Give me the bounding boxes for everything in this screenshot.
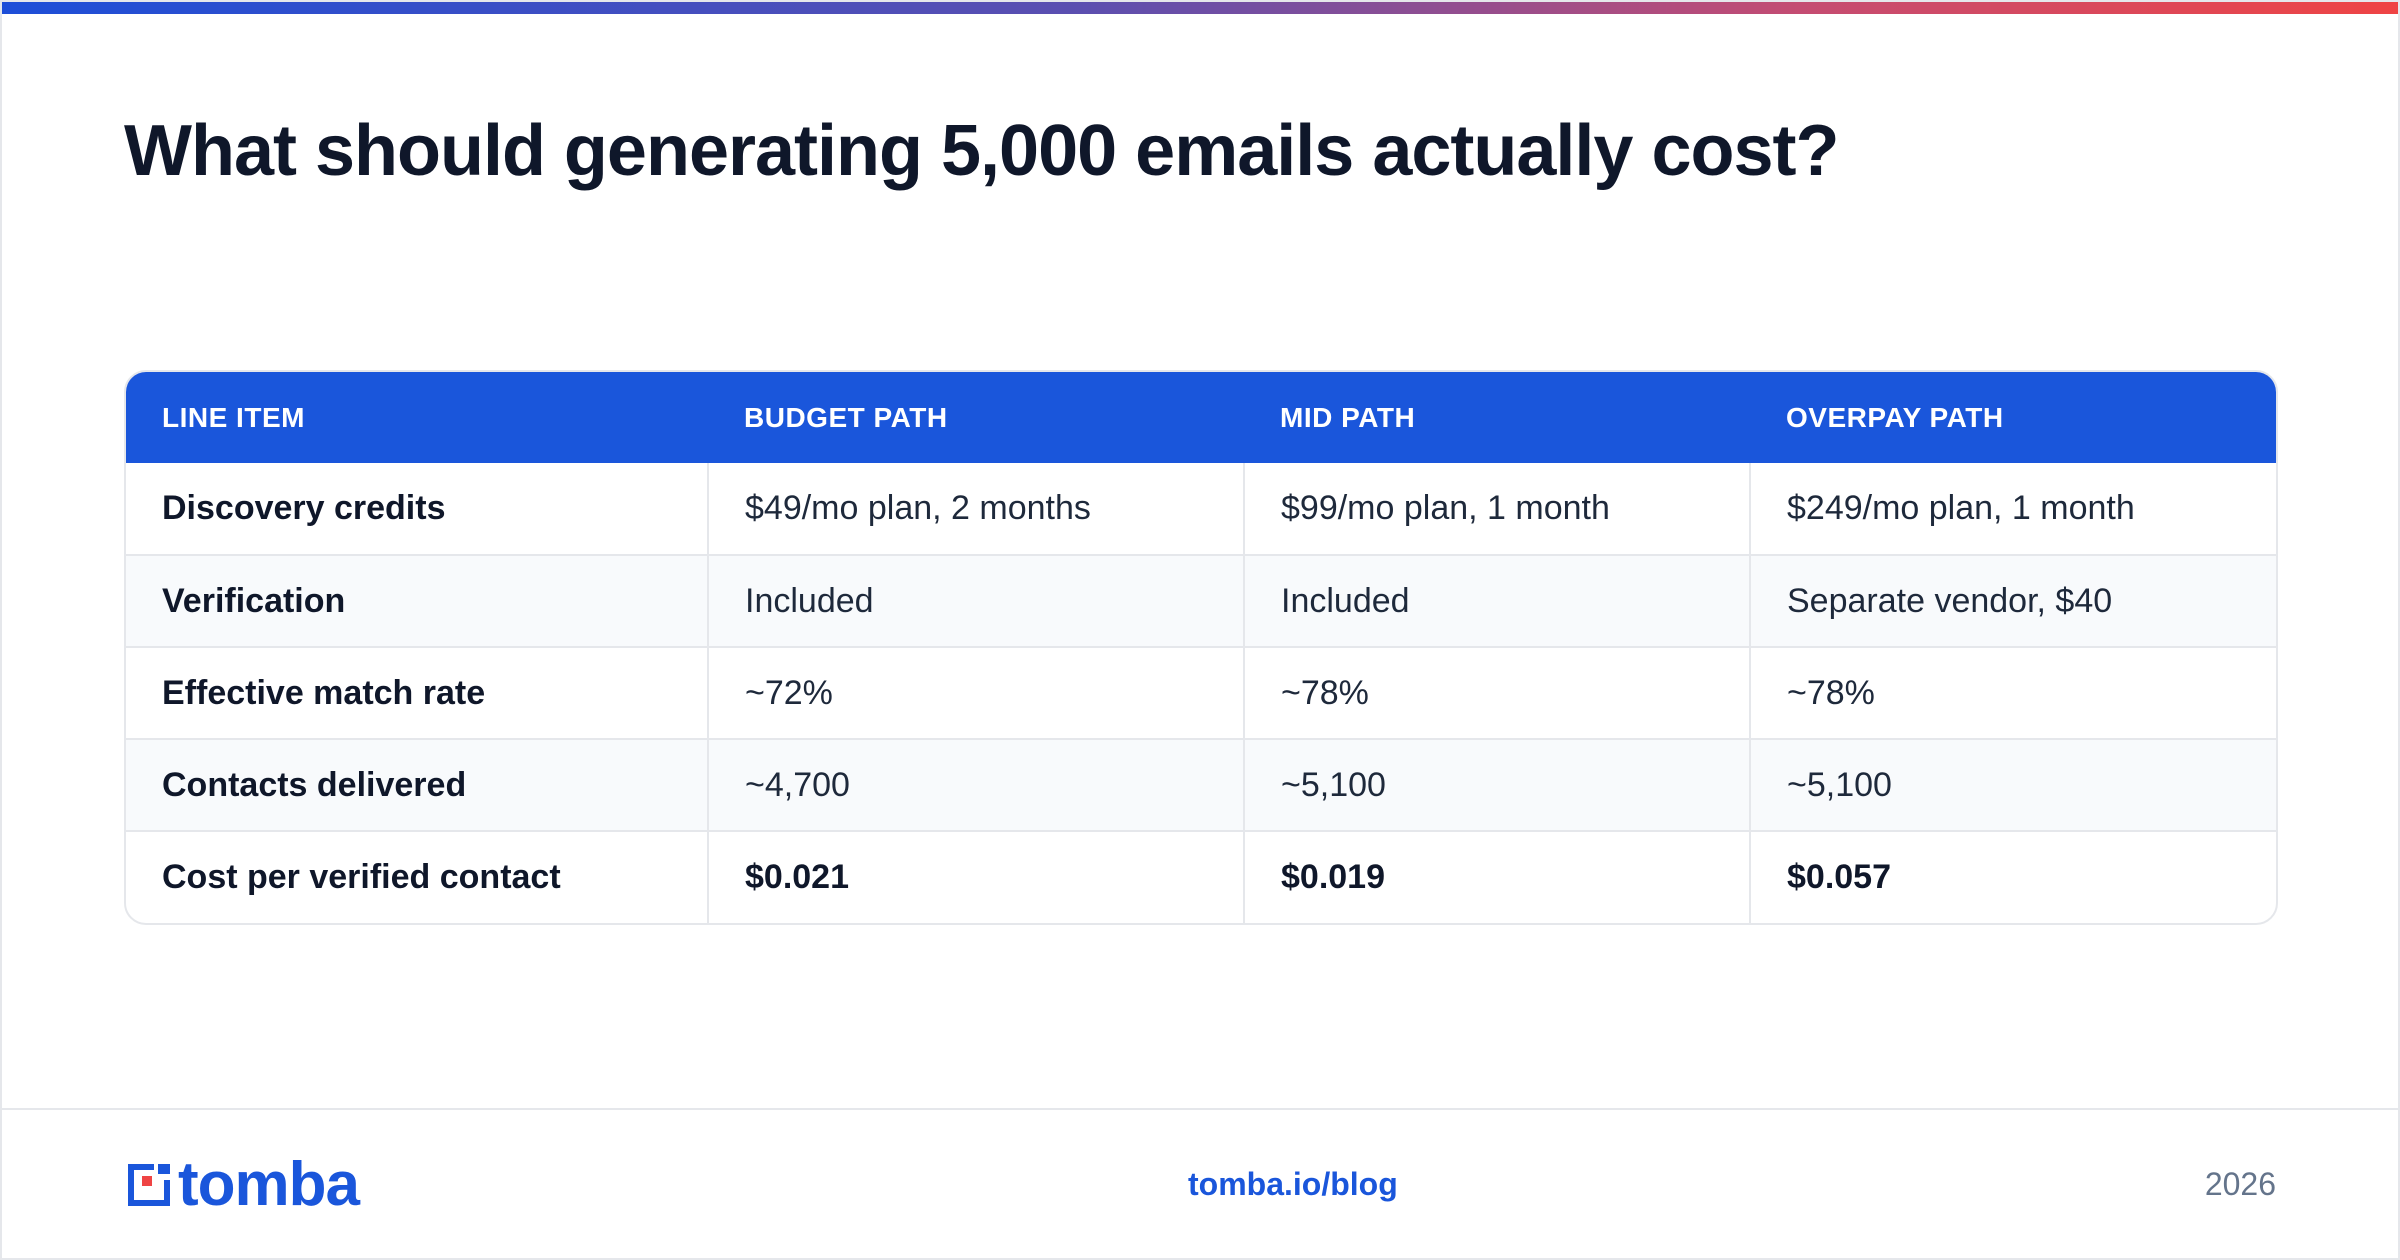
tomba-logo-icon	[128, 1164, 170, 1206]
table-row: Verification Included Included Separate …	[126, 554, 2276, 647]
row-label: Contacts delivered	[126, 738, 708, 831]
table-row: Contacts delivered ~4,700 ~5,100 ~5,100	[126, 738, 2276, 831]
table-row: Effective match rate ~72% ~78% ~78%	[126, 646, 2276, 739]
column-header-mid-path: MID PATH	[1244, 372, 1750, 463]
row-label: Verification	[126, 554, 708, 647]
table-cell: ~4,700	[707, 738, 1244, 831]
table-cell: $49/mo plan, 2 months	[707, 463, 1244, 555]
table-row-total: Cost per verified contact $0.021 $0.019 …	[126, 830, 2276, 923]
table-header-row: LINE ITEM BUDGET PATH MID PATH OVERPAY P…	[126, 372, 2276, 463]
table-cell: Separate vendor, $40	[1749, 554, 2276, 647]
blog-link[interactable]: tomba.io/blog	[1188, 1166, 1398, 1202]
table-cell: $0.019	[1243, 830, 1750, 923]
gradient-top-bar	[2, 2, 2398, 14]
column-header-budget-path: BUDGET PATH	[708, 372, 1244, 463]
table-row: Discovery credits $49/mo plan, 2 months …	[126, 463, 2276, 555]
table-cell: $99/mo plan, 1 month	[1243, 463, 1750, 555]
footer-year: 2026	[2204, 1166, 2276, 1202]
row-label: Discovery credits	[162, 489, 446, 527]
brand-wordmark: tomba	[178, 1150, 360, 1219]
table-cell: ~78%	[1749, 646, 2276, 739]
table-cell: $249/mo plan, 1 month	[1749, 463, 2276, 555]
row-label: Effective match rate	[126, 646, 708, 739]
table-cell: ~5,100	[1243, 738, 1750, 831]
table-cell: ~72%	[707, 646, 1244, 739]
table-cell: ~78%	[1243, 646, 1750, 739]
page-title: What should generating 5,000 emails actu…	[124, 111, 1839, 191]
table-cell: Included	[1243, 554, 1750, 647]
table-cell: Included	[707, 554, 1244, 647]
table-cell: ~5,100	[1749, 738, 2276, 831]
row-label: Cost per verified contact	[126, 830, 708, 923]
table-cell: $0.057	[1749, 830, 2276, 923]
footer-divider	[2, 1108, 2398, 1110]
cost-comparison-table: LINE ITEM BUDGET PATH MID PATH OVERPAY P…	[124, 370, 2278, 925]
brand-logo: tomba	[124, 1150, 360, 1219]
table-cell: $0.021	[707, 830, 1244, 923]
column-header-overpay-path: OVERPAY PATH	[1750, 372, 2276, 463]
column-header-line-item: LINE ITEM	[126, 372, 708, 463]
